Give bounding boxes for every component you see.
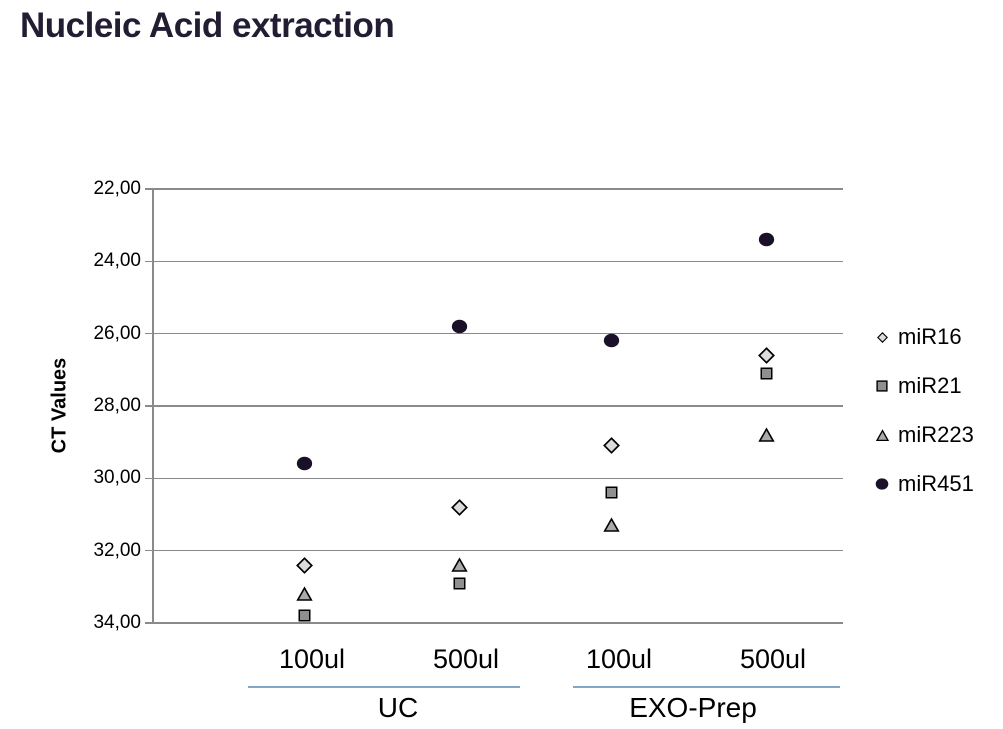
y-axis-tick xyxy=(145,622,152,624)
data-point-miR223-EXO-Prep-100ul xyxy=(603,517,621,533)
data-point-miR451-EXO-Prep-100ul xyxy=(602,332,621,349)
x-category-label: 500ul xyxy=(739,644,807,674)
legend-entry-mir16: miR16 xyxy=(873,324,974,350)
gridline xyxy=(152,332,843,335)
legend-label: miR451 xyxy=(898,471,974,496)
legend-label: miR223 xyxy=(898,422,974,447)
data-point-miR223-UC-500ul xyxy=(450,557,468,573)
y-tick-label: 32,00 xyxy=(93,539,141,561)
group-label-uc: UC xyxy=(377,692,419,723)
data-point-miR21-UC-500ul xyxy=(452,576,467,591)
data-point-miR16-UC-500ul xyxy=(450,498,468,516)
data-point-miR21-EXO-Prep-500ul xyxy=(759,366,774,381)
gridline xyxy=(152,260,843,263)
y-tick-label: 34,00 xyxy=(93,612,141,633)
y-axis-tick xyxy=(145,477,152,480)
y-tick-label: 30,00 xyxy=(93,467,141,489)
legend-label: miR16 xyxy=(898,324,962,349)
data-point-miR21-EXO-Prep-100ul xyxy=(604,485,619,500)
legend-entry-mir21: miR21 xyxy=(873,373,974,399)
gridline xyxy=(152,622,843,624)
chart-title: Nucleic Acid extraction xyxy=(20,6,395,45)
x-category-label: 100ul xyxy=(585,644,653,674)
x-category-label: 100ul xyxy=(278,644,346,674)
group-underline xyxy=(573,686,840,688)
data-point-miR451-EXO-Prep-500ul xyxy=(757,231,776,248)
circle-marker-icon xyxy=(873,477,891,491)
y-axis-tick xyxy=(145,332,152,335)
group-label-exo-prep: EXO-Prep xyxy=(629,692,757,723)
data-point-miR16-UC-100ul xyxy=(296,556,314,574)
group-underline xyxy=(248,686,520,688)
y-axis-tick xyxy=(145,405,152,407)
gridline xyxy=(152,477,843,480)
legend-entry-mir223: miR223 xyxy=(873,422,974,448)
data-point-miR16-EXO-Prep-100ul xyxy=(603,437,621,455)
data-point-miR21-UC-100ul xyxy=(297,608,312,623)
triangle-marker-icon xyxy=(873,428,891,442)
data-point-miR223-UC-100ul xyxy=(296,586,314,602)
data-point-miR223-EXO-Prep-500ul xyxy=(757,427,775,443)
y-tick-label: 24,00 xyxy=(93,250,141,272)
gridline xyxy=(152,405,843,407)
square-marker-icon xyxy=(873,379,891,393)
y-axis-title: CT Values xyxy=(48,357,71,454)
diamond-marker-icon xyxy=(873,331,891,343)
legend-entry-mir451: miR451 xyxy=(873,471,974,497)
data-point-miR16-EXO-Prep-500ul xyxy=(757,346,775,364)
gridline xyxy=(152,549,843,552)
data-point-miR451-UC-500ul xyxy=(450,318,469,335)
y-axis-tick xyxy=(145,549,152,552)
y-tick-label: 22,00 xyxy=(93,178,141,199)
data-point-miR451-UC-100ul xyxy=(295,455,314,472)
legend: miR16 miR21 miR223 miR451 xyxy=(873,324,974,497)
y-axis-tick xyxy=(145,260,152,263)
y-tick-label: 26,00 xyxy=(93,322,141,344)
legend-label: miR21 xyxy=(898,373,962,398)
gridline xyxy=(152,188,843,190)
y-axis-line xyxy=(152,189,154,623)
y-axis-tick xyxy=(145,188,152,190)
x-category-label: 500ul xyxy=(432,644,500,674)
y-tick-label: 28,00 xyxy=(93,395,141,416)
